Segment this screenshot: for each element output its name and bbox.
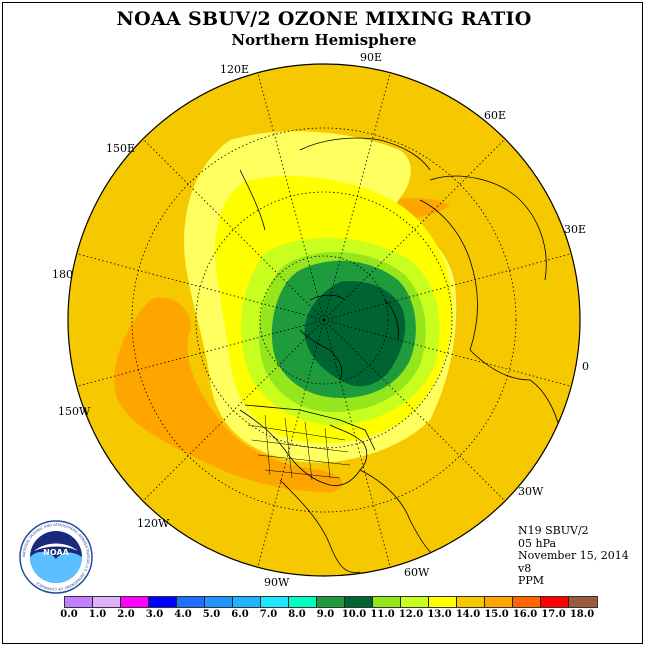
pressure-level-label: 05 hPa [518,536,557,550]
colorbar-tick-label: 13.0 [427,609,452,620]
colorbar-swatch [541,597,569,607]
colorbar-swatch [513,597,541,607]
colorbar-tick-label: 11.0 [370,609,395,620]
lon-label-120e: 120E [220,63,250,76]
colorbar-tick-label: 14.0 [455,609,481,620]
colorbar-swatch [485,597,513,607]
colorbar-tick-label: 0.0 [60,609,78,620]
meridian-line [257,72,325,321]
meridian-line [323,319,506,502]
colorbar-tick-label: 6.0 [231,609,249,620]
colorbar-tick-label: 16.0 [512,609,538,620]
meridian-line [257,319,325,568]
colorbar-tick-label: 1.0 [88,609,107,620]
lon-label-90w: 90W [264,576,290,589]
data-info-block: N19 SBUV/2 05 hPa November 15, 2014 v8 P… [518,524,629,588]
noaa-logo-text: NOAA [43,548,69,557]
meridian-line [76,253,325,321]
colorbar-swatch [345,597,373,607]
map-subtitle: Northern Hemisphere [231,31,417,49]
colorbar-tick-label: 7.0 [259,609,278,620]
meridian-line [76,319,325,387]
ozone-contour-dark-green [304,281,406,387]
colorbar-tick-label: 12.0 [398,609,424,620]
lon-label-180: 180 [52,268,73,281]
colorbar-swatch [261,597,289,607]
lon-label-120w: 120W [137,517,170,530]
colorbar-ticks: 0.0 1.0 2.0 3.0 4.0 5.0 6.0 7.0 8.0 9.0 10.0 11.0 12… [54,609,614,623]
ozone-contour-orange-west [114,297,343,493]
lon-label-150w: 150W [58,405,91,418]
meridian-line [142,138,325,321]
colorbar-swatch [317,597,345,607]
colorbar-swatch [429,597,457,607]
colorbar-swatch [569,597,597,607]
colorbar-tick-label: 9.0 [316,609,335,620]
colorbar-swatch [177,597,205,607]
lon-label-30w: 30W [518,485,544,498]
colorbar-swatch [205,597,233,607]
colorbar [64,596,598,608]
colorbar-swatch [289,597,317,607]
meridian-line [323,319,572,387]
colorbar-swatch [457,597,485,607]
colorbar-tick-label: 3.0 [145,609,164,620]
units-label: PPM [518,574,545,587]
colorbar-tick-label: 15.0 [484,609,509,620]
colorbar-tick-label: 4.0 [174,609,192,620]
colorbar-tick-label: 17.0 [541,609,566,620]
colorbar-swatch [401,597,429,607]
colorbar-tick-label: 2.0 [117,609,135,620]
colorbar-swatch [65,597,93,607]
lon-label-60w: 60W [404,566,430,579]
meridian-line [142,319,325,502]
lon-label-30e: 30E [564,223,587,236]
colorbar-swatch [93,597,121,607]
hemisphere-boundary [67,63,581,577]
colorbar-tick-label: 18.0 [569,609,595,620]
date-label: November 15, 2014 [518,549,629,562]
lon-label-90e: 90E [360,51,383,64]
graticule [76,72,572,568]
meridian-line [323,319,391,568]
meridian-line [323,72,391,321]
colorbar-swatch [233,597,261,607]
lon-label-60e: 60E [484,109,507,122]
instrument-label: N19 SBUV/2 [518,524,589,537]
map-title: NOAA SBUV/2 OZONE MIXING RATIO [116,8,532,30]
meridian-line [323,253,572,321]
lon-label-0: 0 [582,360,589,373]
colorbar-swatch [149,597,177,607]
noaa-logo: NOAA NATIONAL OCEANIC AND ATMOSPHERIC AD… [19,520,93,594]
version-label: v8 [518,561,532,575]
meridian-line [323,138,506,321]
lon-label-150e: 150E [106,142,136,155]
colorbar-tick-label: 5.0 [202,609,221,620]
colorbar-tick-label: 8.0 [288,609,306,620]
colorbar-swatch [121,597,149,607]
colorbar-tick-label: 10.0 [341,609,367,620]
colorbar-swatch [373,597,401,607]
